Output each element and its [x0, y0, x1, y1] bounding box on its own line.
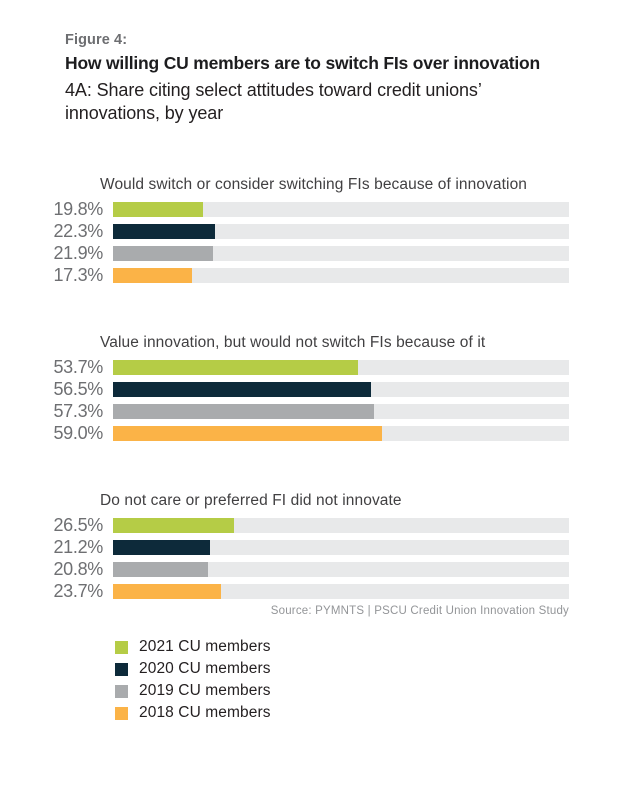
bar-row-2020: 22.3%	[13, 220, 628, 241]
value-label: 56.5%	[53, 378, 103, 399]
legend-item-2020: 2020 CU members	[115, 660, 628, 678]
value-label: 20.8%	[53, 558, 103, 579]
bar-track	[113, 403, 569, 419]
bar-row-2020: 56.5%	[13, 378, 628, 399]
legend-label: 2021 CU members	[139, 638, 271, 656]
legend-swatch-2021	[115, 640, 128, 654]
bar-fill-2018	[113, 425, 383, 441]
bar-chart: Would switch or consider switching FIs b…	[0, 175, 628, 617]
bar-row-2021: 19.8%	[13, 198, 628, 219]
legend-label: 2018 CU members	[139, 704, 271, 722]
bar-track	[113, 245, 569, 261]
bar-track	[113, 561, 569, 577]
bar-fill-2018	[113, 583, 222, 599]
bar-row-2021: 26.5%	[13, 514, 628, 535]
section-title: Value innovation, but would not switch F…	[100, 333, 486, 351]
legend-swatch-2020	[115, 662, 128, 676]
value-label: 19.8%	[53, 198, 103, 219]
value-label: 23.7%	[53, 580, 103, 601]
bar-row-2018: 17.3%	[13, 264, 628, 285]
bar-track	[113, 201, 569, 217]
bar-track	[113, 381, 569, 397]
bar-track	[113, 359, 569, 375]
figure-title: How willing CU members are to switch FIs…	[65, 53, 540, 73]
bar-row-2018: 59.0%	[13, 422, 628, 443]
bar-row-2019: 20.8%	[13, 558, 628, 579]
value-label: 22.3%	[53, 220, 103, 241]
bar-fill-2021	[113, 517, 234, 533]
bar-track	[113, 267, 569, 283]
bar-fill-2020	[113, 223, 215, 239]
chart-section-do-not-care: Do not care or preferred FI did not inno…	[0, 491, 628, 601]
bar-fill-2020	[113, 539, 210, 555]
bar-row-2020: 21.2%	[13, 536, 628, 557]
bar-track	[113, 583, 569, 599]
legend: 2021 CU members 2020 CU members 2019 CU …	[115, 638, 628, 722]
figure-label: Figure 4:	[65, 32, 128, 48]
bar-fill-2019	[113, 403, 375, 419]
figure-header: Figure 4: How willing CU members are to …	[0, 0, 628, 125]
bar-track	[113, 425, 569, 441]
bar-row-2021: 53.7%	[13, 356, 628, 377]
legend-swatch-2019	[115, 684, 128, 698]
source-credit: Source: PYMNTS | PSCU Credit Union Innov…	[270, 604, 569, 617]
legend-label: 2020 CU members	[139, 660, 271, 678]
bar-track	[113, 517, 569, 533]
bar-track	[113, 539, 569, 555]
value-label: 26.5%	[53, 514, 103, 535]
chart-section-value-no-switch: Value innovation, but would not switch F…	[0, 333, 628, 443]
figure-subtitle: 4A: Share citing select attitudes toward…	[65, 80, 482, 123]
section-title: Do not care or preferred FI did not inno…	[100, 491, 402, 509]
legend-item-2021: 2021 CU members	[115, 638, 628, 656]
value-label: 57.3%	[53, 400, 103, 421]
bar-row-2019: 21.9%	[13, 242, 628, 263]
legend-swatch-2018	[115, 706, 128, 720]
legend-label: 2019 CU members	[139, 682, 271, 700]
bar-track	[113, 223, 569, 239]
legend-item-2018: 2018 CU members	[115, 704, 628, 722]
bar-row-2019: 57.3%	[13, 400, 628, 421]
bar-fill-2020	[113, 381, 371, 397]
value-label: 21.2%	[53, 536, 103, 557]
bar-fill-2018	[113, 267, 192, 283]
value-label: 17.3%	[53, 264, 103, 285]
bar-fill-2021	[113, 201, 204, 217]
bar-fill-2019	[113, 245, 213, 261]
section-title: Would switch or consider switching FIs b…	[100, 175, 528, 193]
legend-item-2019: 2019 CU members	[115, 682, 628, 700]
bar-fill-2021	[113, 359, 358, 375]
value-label: 21.9%	[53, 242, 103, 263]
value-label: 59.0%	[53, 422, 103, 443]
value-label: 53.7%	[53, 356, 103, 377]
chart-section-switch: Would switch or consider switching FIs b…	[0, 175, 628, 285]
bar-row-2018: 23.7%	[13, 580, 628, 601]
bar-fill-2019	[113, 561, 208, 577]
